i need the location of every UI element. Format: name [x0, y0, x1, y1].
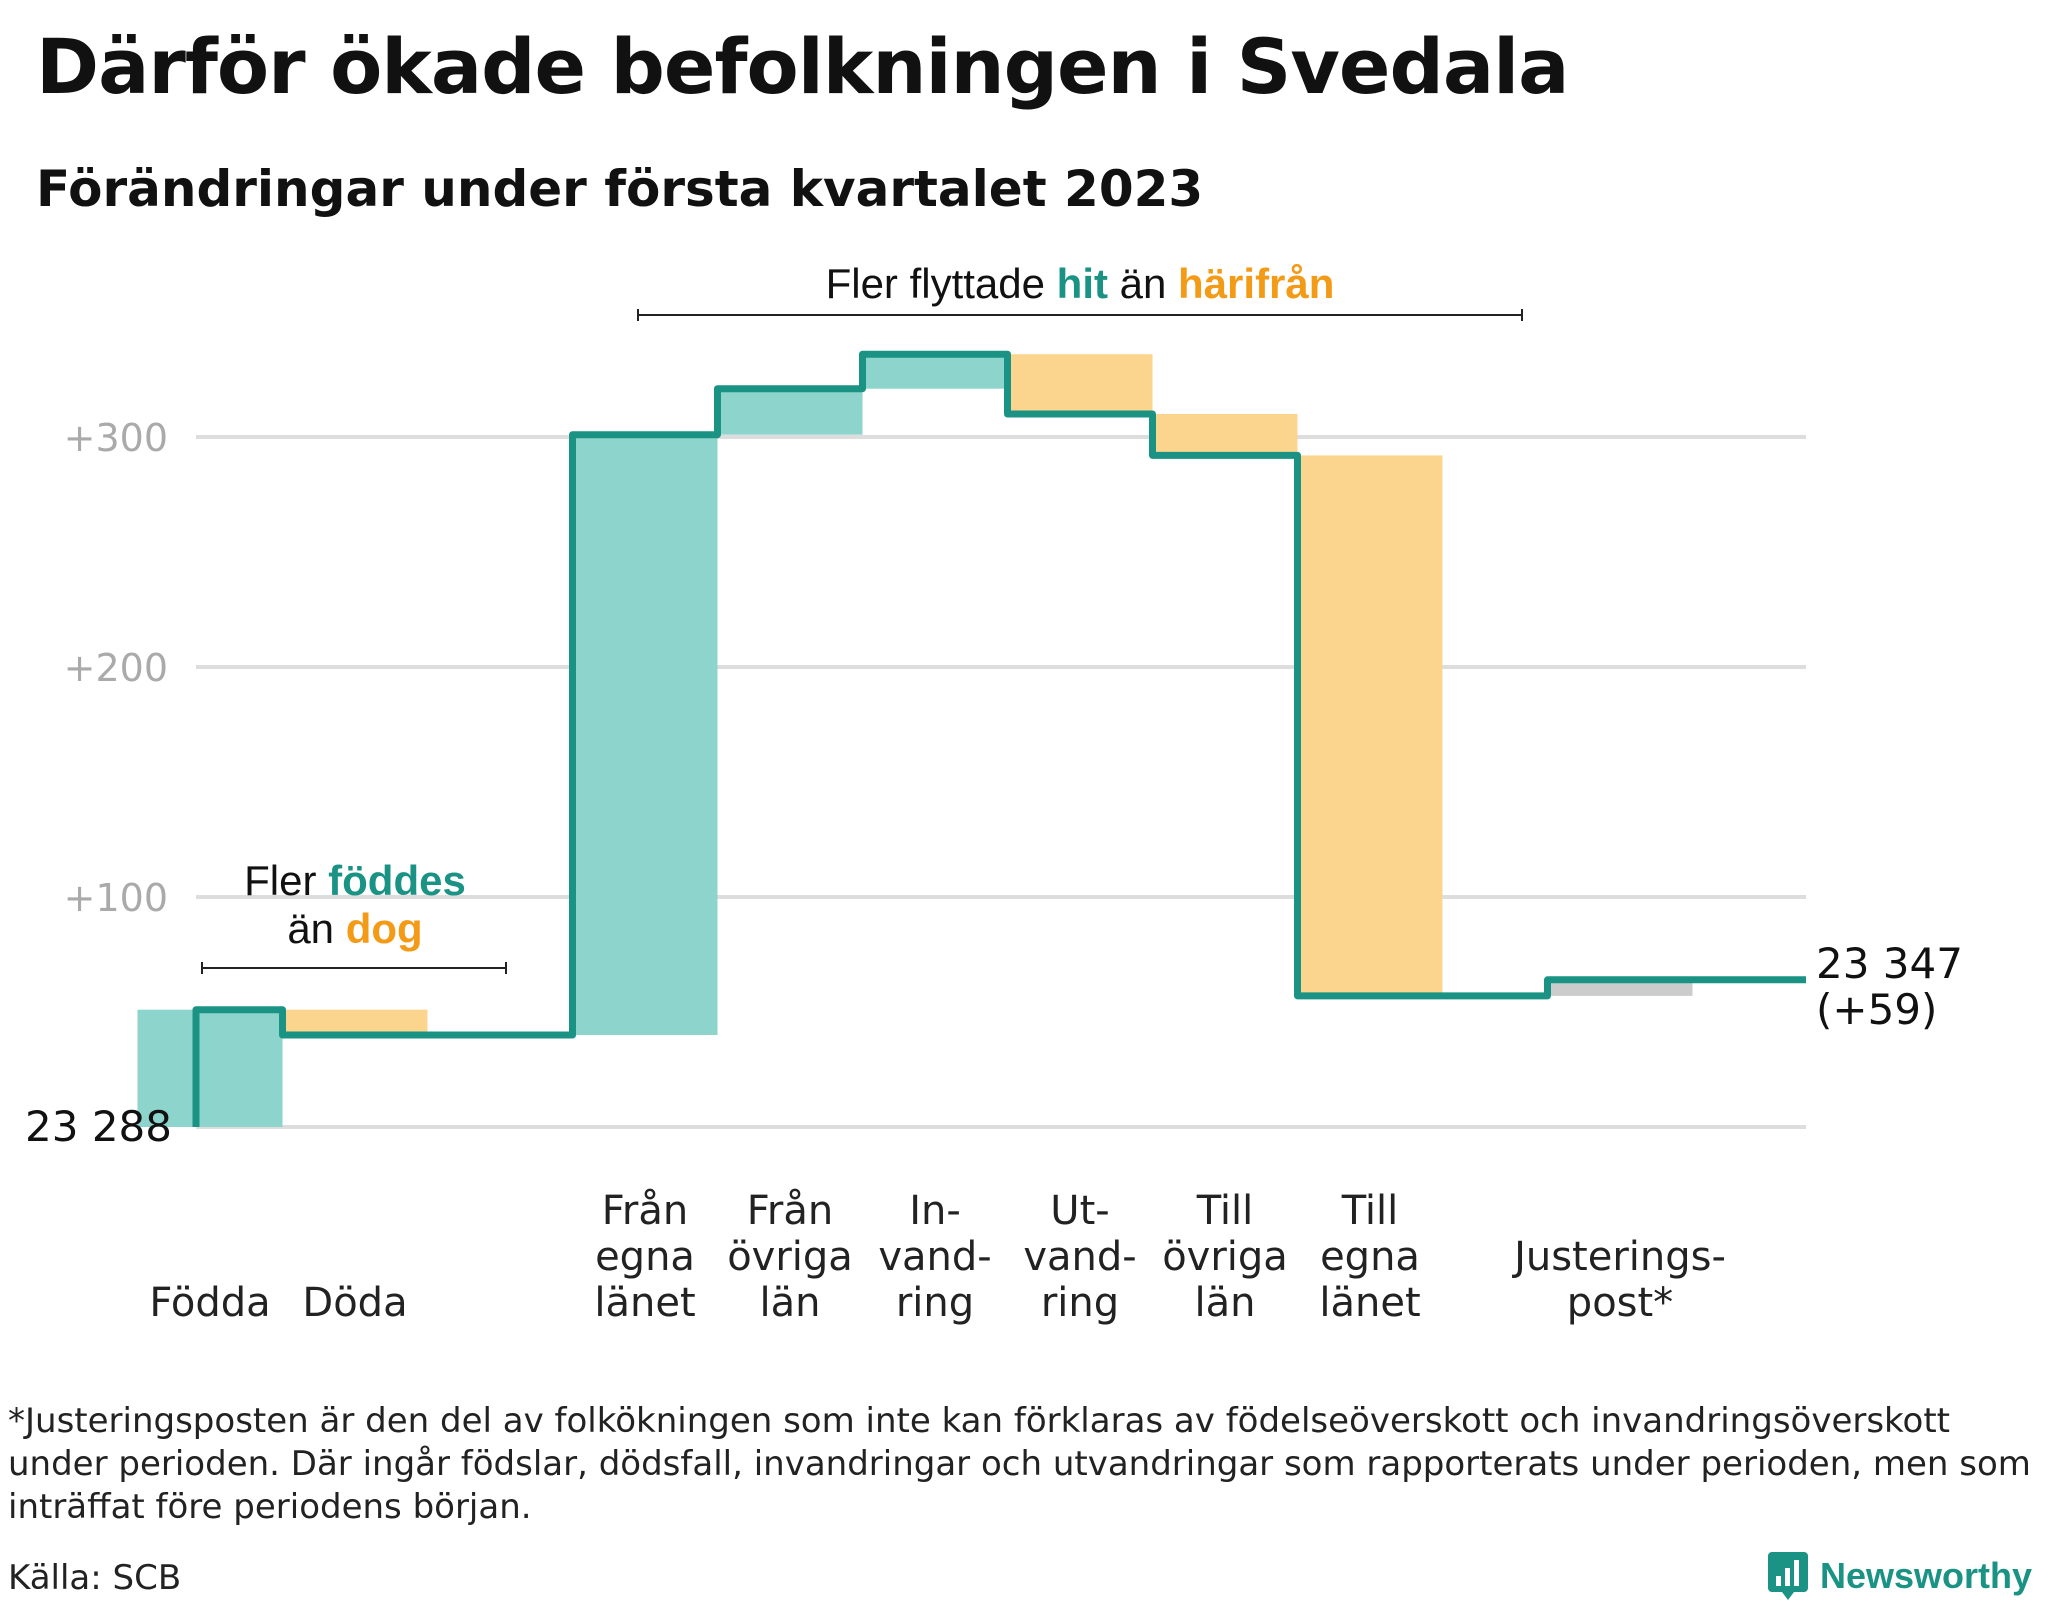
category-label-8: Justerings- [1511, 1234, 1726, 1280]
annotation-migration-part: hit [1057, 260, 1108, 307]
bars [137, 354, 1693, 1127]
category-label-4: vand- [878, 1234, 991, 1280]
category-label-4: In- [909, 1188, 961, 1234]
category-label-7: Till [1341, 1188, 1399, 1234]
chart-subtitle: Förändringar under första kvartalet 2023 [36, 160, 1204, 218]
annotation-migration-part: Fler flyttade [826, 260, 1057, 307]
category-label-5: ring [1041, 1280, 1119, 1326]
bar-7 [1297, 455, 1443, 996]
category-label-7: egna [1320, 1234, 1420, 1280]
footnote: *Justeringsposten är den del av folkökni… [8, 1401, 2031, 1527]
category-label-7: länet [1319, 1280, 1420, 1326]
grid [196, 435, 1806, 1129]
bar-5 [1007, 354, 1153, 414]
category-label-2: länet [594, 1280, 695, 1326]
category-label-6: Till [1196, 1188, 1254, 1234]
annotation-births-line2-part: än [287, 905, 345, 952]
annotation-migration: Fler flyttade hit än härifrån [826, 260, 1335, 307]
bar-0 [137, 1009, 283, 1127]
y-tick-label: +300 [64, 416, 168, 460]
bar-3 [717, 388, 863, 435]
annotation-births: Fler föddes [244, 857, 466, 904]
category-label-5: vand- [1023, 1234, 1136, 1280]
y-tick-label: +200 [64, 646, 168, 690]
end-change-label: (+59) [1816, 985, 1937, 1034]
category-label-8: post* [1567, 1280, 1673, 1326]
y-tick-label: +100 [64, 876, 168, 920]
category-label-0: Födda [149, 1280, 270, 1326]
end-value-label: 23 347 [1816, 939, 1963, 988]
bar-1 [282, 1009, 428, 1035]
bar-8 [1547, 979, 1693, 996]
category-label-5: Ut- [1050, 1188, 1109, 1234]
category-label-6: övriga [1162, 1234, 1288, 1280]
brand-name: Newsworthy [1820, 1555, 2033, 1596]
bar-4 [862, 354, 1008, 389]
category-label-2: egna [595, 1234, 695, 1280]
category-label-3: övriga [727, 1234, 853, 1280]
source-note: Källa: SCB [8, 1558, 182, 1598]
annotation-migration-part: än [1108, 260, 1178, 307]
bar-2 [572, 434, 718, 1035]
category-label-3: län [760, 1280, 821, 1326]
step-line-path [192, 350, 1806, 1127]
annotation-births-line2: än dog [287, 905, 422, 952]
start-value-label: 23 288 [25, 1102, 172, 1151]
category-label-1: Döda [302, 1280, 407, 1326]
chart-title: Därför ökade befolkningen i Svedala [36, 22, 1569, 111]
category-label-2: Från [602, 1188, 688, 1234]
category-label-6: län [1195, 1280, 1256, 1326]
annotation-migration-part: härifrån [1178, 260, 1334, 307]
step-line [192, 350, 1806, 1127]
category-label-4: ring [896, 1280, 974, 1326]
annotation-births-part: föddes [328, 857, 466, 904]
bar-6 [1152, 414, 1298, 456]
newsworthy-logo-icon [1768, 1552, 1808, 1600]
annotation-births-line2-part: dog [346, 905, 423, 952]
annotation-births-part: Fler [244, 857, 328, 904]
category-label-3: Från [747, 1188, 833, 1234]
brand: Newsworthy [1768, 1548, 2032, 1604]
